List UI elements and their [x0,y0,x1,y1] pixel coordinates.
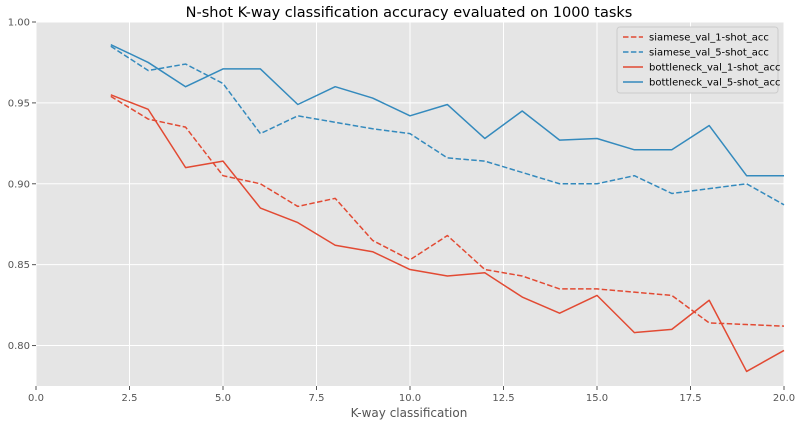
y-tick-label: 0.95 [8,98,30,109]
x-tick-label: 12.5 [492,393,514,404]
series-line-bottleneck-val-5-shot-acc [110,43,784,177]
x-tick-label: 17.5 [679,393,701,404]
series-line-siamese-val-5-shot-acc [110,45,785,206]
y-tick-label: 0.80 [8,341,30,352]
y-tick-label: 1.00 [8,18,30,29]
legend-label: siamese_val_5-shot_acc [649,48,769,59]
x-tick-label: 20.0 [773,393,795,404]
x-tick-label: 7.5 [309,393,325,404]
x-axis-label: K-way classification [351,406,468,420]
legend-label: siamese_val_1-shot_acc [649,33,769,44]
x-tick-label: 10.0 [399,393,421,404]
x-tick-label: 2.5 [122,393,138,404]
x-axis-ticks: 0.0 2.5 5.0 7.5 10.0 12.5 15.0 17.5 20.0 [28,386,795,404]
y-tick-label: 0.85 [8,260,30,271]
legend-label: bottleneck_val_5-shot_acc [649,78,781,89]
y-axis-ticks: 0.80 0.85 0.90 0.95 1.00 [8,18,36,352]
x-tick-label: 0.0 [28,393,44,404]
legend-label: bottleneck_val_1-shot_acc [649,63,781,74]
chart-title: N-shot K-way classification accuracy eva… [186,5,633,21]
series-line-siamese-val-1-shot-acc [110,95,785,327]
x-tick-label: 15.0 [586,393,608,404]
y-tick-label: 0.90 [8,179,30,190]
legend-box [616,26,779,94]
legend: siamese_val_1-shot_acc siamese_val_5-shot… [616,26,781,94]
series-lines [110,43,785,373]
x-tick-label: 5.0 [215,393,231,404]
series-line-bottleneck-val-1-shot-acc [110,94,785,373]
